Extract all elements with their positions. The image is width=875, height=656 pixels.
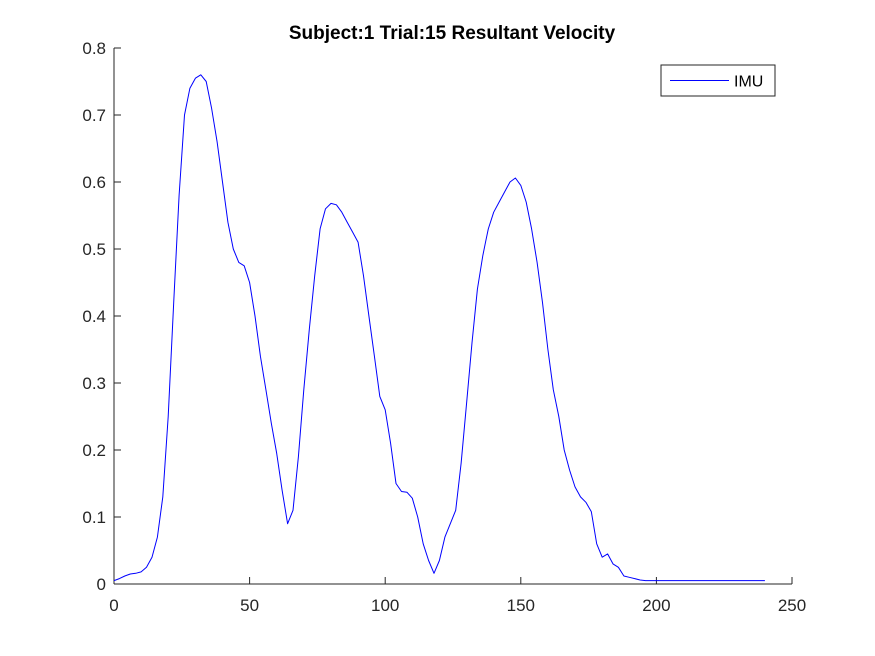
legend: IMU xyxy=(660,64,776,97)
y-tick-label: 0.2 xyxy=(82,441,106,460)
y-tick-label: 0.3 xyxy=(82,374,106,393)
y-tick-label: 0.8 xyxy=(82,39,106,58)
axes: 0 50 100 150 200 250 0 0.1 0.2 0.3 0.4 0.5 0.6 0.7 0.8 xyxy=(82,39,806,615)
y-tick-label: 0.6 xyxy=(82,173,106,192)
x-tick-label: 0 xyxy=(109,596,118,615)
x-tick-label: 250 xyxy=(778,596,806,615)
x-tick-label: 200 xyxy=(642,596,670,615)
x-tick-label: 150 xyxy=(507,596,535,615)
y-tick-label: 0.7 xyxy=(82,106,106,125)
y-tick-label: 0 xyxy=(97,575,106,594)
x-tick-label: 50 xyxy=(240,596,259,615)
series-line-imu xyxy=(113,74,765,582)
x-tick-label: 100 xyxy=(371,596,399,615)
legend-label: IMU xyxy=(734,74,763,91)
chart-title: Subject:1 Trial:15 Resultant Velocity xyxy=(289,23,616,44)
y-tick-label: 0.5 xyxy=(82,240,106,259)
series-group xyxy=(113,74,765,582)
y-tick-label: 0.4 xyxy=(82,307,106,326)
y-tick-label: 0.1 xyxy=(82,508,106,527)
